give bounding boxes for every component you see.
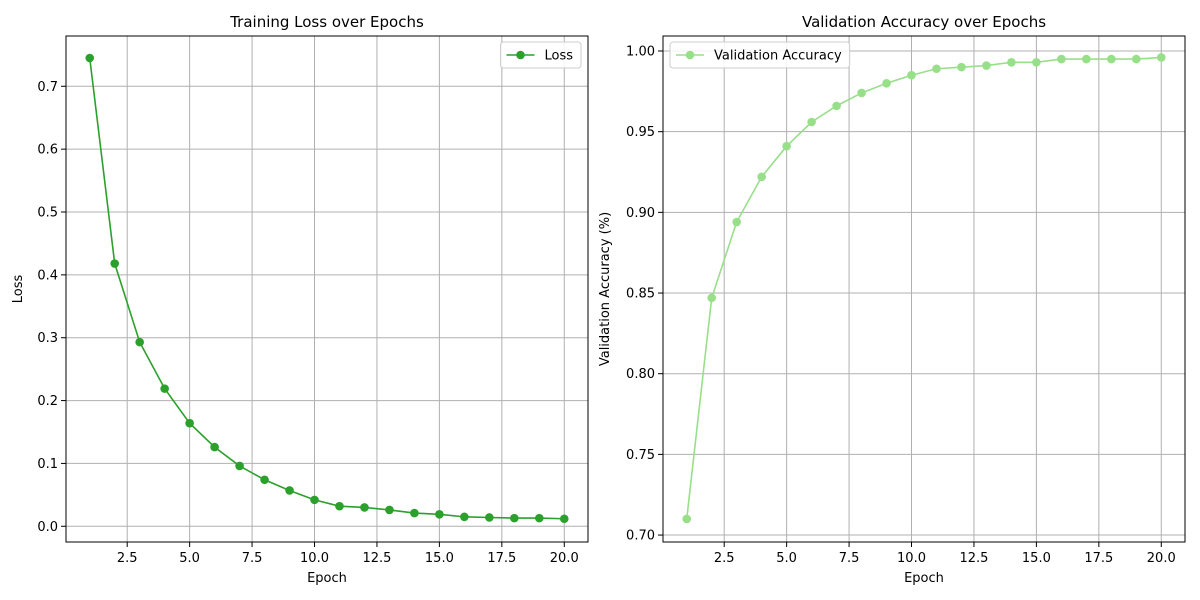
grid-lines (66, 36, 588, 542)
data-point (435, 510, 444, 519)
x-tick-label: 15.0 (425, 551, 454, 566)
grid-lines (663, 36, 1185, 542)
data-point (310, 495, 319, 505)
y-tick-label: 0.0 (37, 520, 58, 535)
x-axis-label: Epoch (307, 571, 347, 586)
data-point (85, 53, 95, 63)
legend-box (669, 41, 851, 69)
data-point (732, 217, 741, 227)
series-layer (682, 53, 1166, 524)
data-point (982, 61, 991, 70)
x-tick-label: 17.5 (487, 551, 516, 566)
x-tick-label: 17.5 (1084, 551, 1113, 566)
y-tick-label: 1.00 (626, 45, 655, 60)
x-tick-label: 5.0 (179, 551, 200, 566)
y-tick-label: 0.3 (37, 331, 58, 346)
legend-label: Loss (544, 49, 573, 64)
data-point (957, 62, 966, 72)
data-point (907, 70, 916, 80)
x-axis-label: Epoch (904, 571, 944, 586)
data-point (1032, 58, 1041, 67)
legend: Loss (499, 41, 582, 69)
x-tick-label: 5.0 (776, 551, 797, 566)
x-tick-label: 20.0 (550, 551, 579, 566)
data-point (1131, 54, 1141, 64)
ticks-layer: 2.5 5.0 7.5 10.0 12.5 15.0 17.5 20.0 0.70 0.75 0.8… (626, 45, 1176, 566)
data-point (534, 513, 544, 523)
y-tick-label: 0.90 (626, 206, 655, 221)
data-point (707, 293, 717, 303)
data-point (410, 508, 419, 518)
x-tick-label: 2.5 (117, 551, 138, 566)
x-tick-label: 20.0 (1147, 551, 1176, 566)
x-tick-label: 12.5 (959, 551, 988, 566)
legend-label: Validation Accuracy (714, 49, 842, 64)
y-tick-label: 0.1 (37, 457, 58, 472)
data-point (260, 475, 269, 485)
y-tick-label: 0.5 (37, 206, 58, 221)
data-point (285, 486, 294, 495)
plot-frame (65, 35, 589, 543)
data-point (160, 384, 169, 393)
data-point (385, 505, 394, 515)
data-point (782, 141, 791, 151)
validation-accuracy-chart: 2.5 5.0 7.5 10.0 12.5 15.0 17.5 20.0 0.70 0.75 0.8… (598, 13, 1186, 586)
data-point (1082, 54, 1091, 64)
data-point (757, 172, 766, 182)
y-tick-label: 0.80 (626, 367, 655, 382)
data-point (110, 259, 120, 268)
x-tick-label: 10.0 (300, 551, 329, 566)
x-tick-label: 7.5 (242, 551, 263, 566)
data-point (185, 418, 194, 428)
data-point (807, 117, 816, 127)
data-point (135, 337, 144, 347)
chart-title: Training Loss over Epochs (229, 13, 424, 31)
data-point (682, 514, 692, 524)
y-tick-label: 0.7 (37, 80, 58, 95)
legend-marker-swatch (516, 50, 525, 60)
data-point (832, 101, 841, 111)
y-tick-label: 0.70 (626, 529, 655, 544)
legend: Validation Accuracy (669, 41, 851, 69)
legend-box (499, 41, 582, 69)
y-tick-label: 0.85 (626, 287, 655, 302)
chart-title: Validation Accuracy over Epochs (802, 13, 1046, 31)
legend-marker-swatch (685, 50, 695, 60)
y-axis-label: Validation Accuracy (%) (598, 212, 613, 366)
data-point (460, 512, 469, 522)
plot-frame (662, 35, 1186, 543)
data-point (559, 514, 569, 524)
x-tick-label: 2.5 (714, 551, 735, 566)
data-point (857, 88, 866, 98)
data-point (882, 78, 891, 88)
y-tick-label: 0.95 (626, 125, 655, 140)
data-point (1007, 58, 1016, 67)
data-point (210, 442, 219, 452)
data-point (235, 461, 244, 471)
series-layer (85, 53, 569, 524)
data-point (335, 501, 344, 511)
x-tick-label: 12.5 (362, 551, 391, 566)
y-tick-label: 0.6 (37, 143, 58, 158)
x-tick-label: 7.5 (839, 551, 860, 566)
y-tick-label: 0.75 (626, 448, 655, 463)
training-loss-chart: 2.5 5.0 7.5 10.0 12.5 15.0 17.5 20.0 0.0 0.1 0.2 0.… (11, 13, 589, 586)
data-point (510, 513, 519, 523)
y-tick-label: 0.2 (37, 394, 58, 409)
ticks-layer: 2.5 5.0 7.5 10.0 12.5 15.0 17.5 20.0 0.0 0.1 0.2 0.… (37, 80, 578, 566)
x-tick-label: 15.0 (1022, 551, 1051, 566)
data-point (1156, 53, 1166, 62)
y-axis-label: Loss (11, 275, 26, 304)
data-point (1057, 54, 1066, 64)
data-point (932, 64, 941, 74)
x-tick-label: 10.0 (897, 551, 926, 566)
data-point (1107, 54, 1116, 64)
data-point (360, 503, 369, 512)
data-point (485, 513, 494, 522)
y-tick-label: 0.4 (37, 268, 58, 283)
